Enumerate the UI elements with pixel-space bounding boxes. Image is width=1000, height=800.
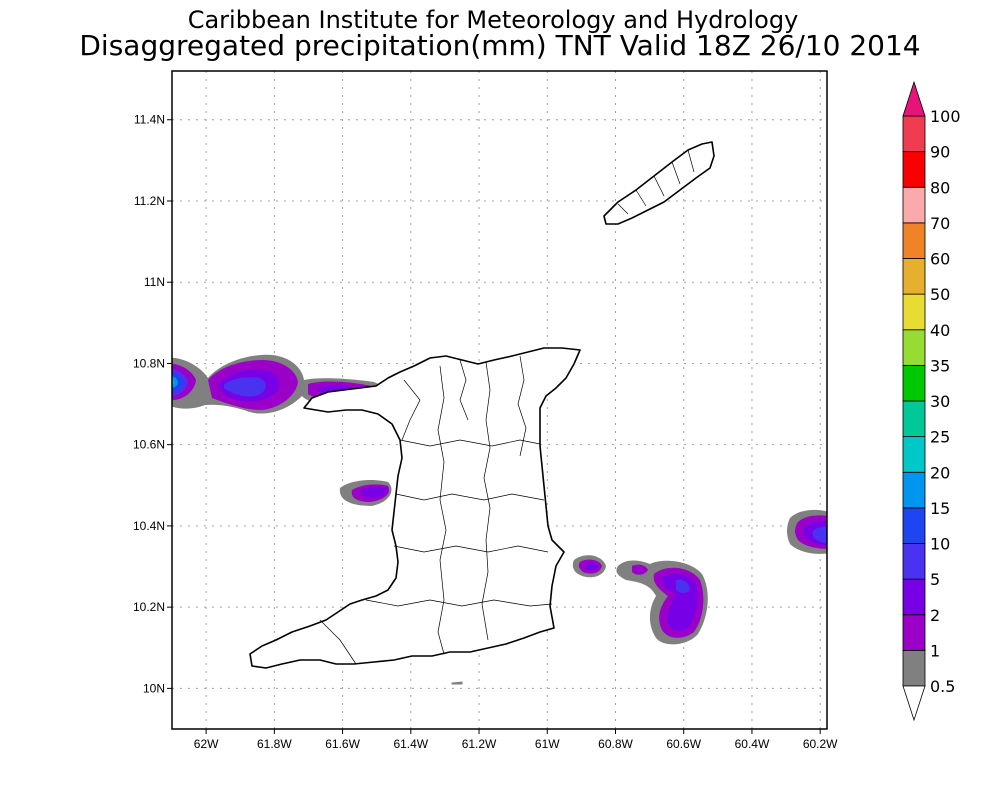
colorbar-label: 0.5: [930, 677, 955, 696]
colorbar-over-arrow: [902, 80, 926, 117]
rain-cell-east-small: [572, 555, 606, 578]
product-title: Disaggregated precipitation(mm) TNT Vali…: [79, 29, 920, 62]
lat-tick-label: 11.4N: [134, 113, 165, 127]
colorbar-label: 35: [930, 356, 950, 375]
colorbar-segment: [902, 436, 926, 473]
colorbar-label: 60: [930, 250, 950, 269]
lon-tick-label: 62W: [194, 737, 219, 751]
lon-tick-label: 61.2W: [462, 737, 497, 751]
colorbar-label: 15: [930, 499, 950, 518]
colorbar-label: 50: [930, 285, 950, 304]
colorbar-label: 10: [930, 535, 950, 554]
lat-tick-label: 11N: [144, 275, 165, 289]
axis-ticks: 11.4N 11.2N 11N 10.8N 10.6N 10.4N 10.2N 10N 62W 6…: [133, 113, 838, 751]
colorbar-segment: [902, 507, 926, 544]
lon-tick-label: 61.4W: [393, 737, 428, 751]
colorbar-label: 90: [930, 143, 950, 162]
colorbar-label: 80: [930, 178, 950, 197]
colorbar-segment: [902, 614, 926, 651]
colorbar-segment: [902, 329, 926, 366]
plot-frame: [171, 70, 828, 730]
colorbar-under-arrow: [902, 685, 926, 722]
lat-tick-label: 10.8N: [133, 356, 165, 370]
trinidad-outline: [249, 347, 581, 669]
colorbar-segment: [902, 400, 926, 438]
colorbar-segment: [902, 151, 926, 188]
colorbar-segment: [902, 364, 926, 402]
colorbar-label: 20: [930, 463, 950, 482]
colorbar-segment: [902, 578, 926, 616]
lon-tick-label: 61W: [535, 737, 560, 751]
colorbar-label: 70: [930, 214, 950, 233]
colorbar-segment: [902, 543, 926, 580]
colorbar-label: 2: [930, 606, 940, 625]
lon-tick-label: 60.2W: [803, 737, 838, 751]
lon-tick-label: 60.8W: [598, 737, 633, 751]
lon-tick-label: 60.4W: [735, 737, 770, 751]
colorbar-segment: [902, 186, 926, 224]
colorbar-segment: [902, 222, 926, 259]
colorbar-label: 30: [930, 392, 950, 411]
institute-title: Caribbean Institute for Meteorology and …: [188, 6, 799, 34]
rain-cell-southeast: [616, 560, 708, 645]
lon-tick-label: 61.6W: [325, 737, 360, 751]
lat-tick-label: 10.2N: [133, 600, 165, 614]
lat-tick-label: 10.4N: [133, 519, 165, 533]
lon-tick-label: 61.8W: [257, 737, 292, 751]
colorbar-segment: [902, 649, 926, 687]
colorbar-segment: [902, 115, 926, 153]
colorbar-label: 40: [930, 321, 950, 340]
rain-cell-far-east: [787, 509, 827, 554]
colorbar-label: 25: [930, 428, 950, 447]
tobago-outline: [603, 141, 715, 225]
coastlines: [249, 141, 715, 685]
colorbar-label: 1: [930, 641, 940, 660]
colorbar-segment: [902, 471, 926, 509]
colorbar-label: 5: [930, 570, 940, 589]
lon-tick-label: 60.6W: [666, 737, 701, 751]
lat-tick-label: 11.2N: [134, 194, 165, 208]
rain-cell-west-central: [339, 480, 392, 506]
lat-tick-label: 10N: [143, 681, 165, 695]
district-borders: [319, 149, 695, 665]
colorbar-label: 100: [930, 107, 961, 126]
lat-tick-label: 10.6N: [133, 438, 165, 452]
colorbar-segment: [902, 258, 926, 295]
islet: [451, 681, 463, 685]
colorbar-segment: [902, 293, 926, 331]
